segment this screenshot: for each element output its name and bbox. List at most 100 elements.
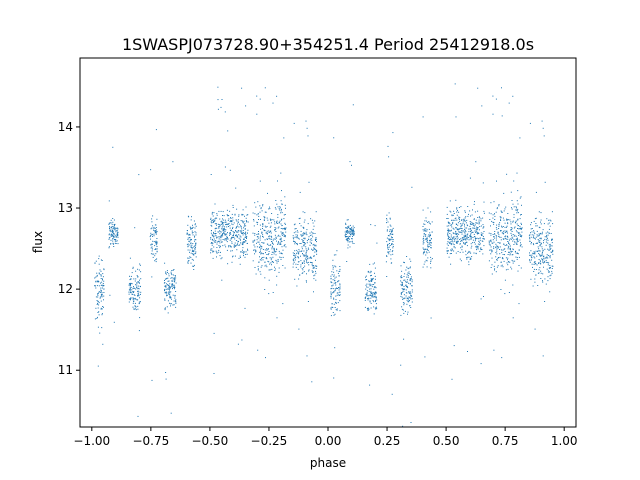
data-point (304, 243, 306, 245)
data-point (503, 219, 505, 221)
data-point (232, 235, 234, 237)
data-point (283, 245, 285, 247)
data-point (131, 293, 133, 295)
data-point (273, 261, 274, 263)
data-point (221, 226, 223, 228)
data-point (262, 242, 264, 244)
data-point (345, 224, 347, 225)
data-point (335, 284, 337, 286)
data-point (511, 268, 513, 270)
data-point (334, 277, 336, 279)
data-point (405, 285, 407, 287)
data-point (545, 259, 547, 261)
data-point (313, 255, 314, 257)
data-point (275, 227, 277, 229)
data-point (112, 243, 114, 245)
data-point (530, 278, 532, 280)
data-point (164, 285, 166, 287)
data-point (232, 224, 234, 226)
data-point (227, 215, 229, 217)
data-point (392, 246, 394, 247)
data-point (499, 246, 501, 248)
data-point (449, 253, 451, 255)
data-point (424, 238, 426, 240)
data-point (369, 263, 371, 265)
data-point (228, 223, 229, 225)
data-point (303, 232, 305, 234)
data-point (498, 257, 499, 258)
data-point (242, 209, 244, 211)
data-point (295, 263, 297, 265)
data-point (540, 223, 542, 225)
data-point (256, 246, 258, 248)
data-point (271, 246, 273, 248)
data-point (516, 237, 518, 239)
x-tick-label: 0.75 (492, 434, 519, 448)
data-point (265, 257, 267, 259)
data-point (222, 245, 224, 247)
data-point (483, 210, 485, 212)
data-point (497, 246, 499, 247)
data-point (514, 242, 516, 244)
data-point (499, 249, 501, 250)
data-point (303, 255, 305, 257)
data-point (387, 243, 389, 245)
data-point (387, 251, 389, 253)
data-point (156, 246, 158, 247)
data-point (403, 298, 405, 300)
data-point (489, 240, 491, 242)
data-point (131, 283, 133, 285)
data-point (172, 285, 174, 287)
data-point (373, 295, 375, 297)
data-point (473, 233, 475, 235)
data-point (521, 246, 523, 248)
data-point (534, 233, 536, 235)
data-point (521, 223, 522, 225)
data-point (117, 243, 119, 245)
data-point (521, 228, 522, 230)
data-point (549, 275, 551, 277)
data-point (391, 243, 393, 245)
data-point (510, 232, 512, 234)
data-point (346, 261, 348, 262)
data-point (315, 238, 317, 240)
data-point (368, 290, 370, 292)
data-point (427, 222, 429, 223)
data-point (274, 207, 276, 209)
data-point (430, 261, 432, 262)
data-point (472, 242, 474, 244)
data-point (215, 223, 217, 225)
data-point (271, 248, 273, 250)
data-point (404, 310, 406, 312)
data-point (447, 230, 449, 231)
data-point (410, 276, 412, 278)
data-point (512, 220, 514, 222)
data-point (174, 275, 176, 277)
data-point (211, 220, 213, 222)
data-point (138, 174, 140, 176)
data-point (234, 255, 236, 257)
data-point (401, 281, 403, 283)
data-point (513, 180, 515, 182)
data-point (310, 238, 312, 240)
data-point (347, 244, 349, 246)
data-point (280, 210, 282, 212)
data-point (424, 356, 426, 358)
data-point (115, 243, 117, 244)
data-point (129, 279, 131, 281)
data-point (216, 224, 217, 226)
data-point (245, 206, 247, 208)
data-point (229, 246, 231, 248)
data-point (211, 234, 213, 236)
data-point (539, 255, 541, 257)
data-point (169, 288, 171, 290)
data-point (371, 296, 373, 298)
data-point (458, 207, 460, 208)
data-point (333, 275, 335, 277)
data-point (302, 240, 304, 242)
data-point (252, 232, 254, 234)
data-point (313, 249, 315, 250)
data-point (171, 280, 173, 282)
data-point (140, 301, 141, 303)
data-point (274, 221, 276, 223)
